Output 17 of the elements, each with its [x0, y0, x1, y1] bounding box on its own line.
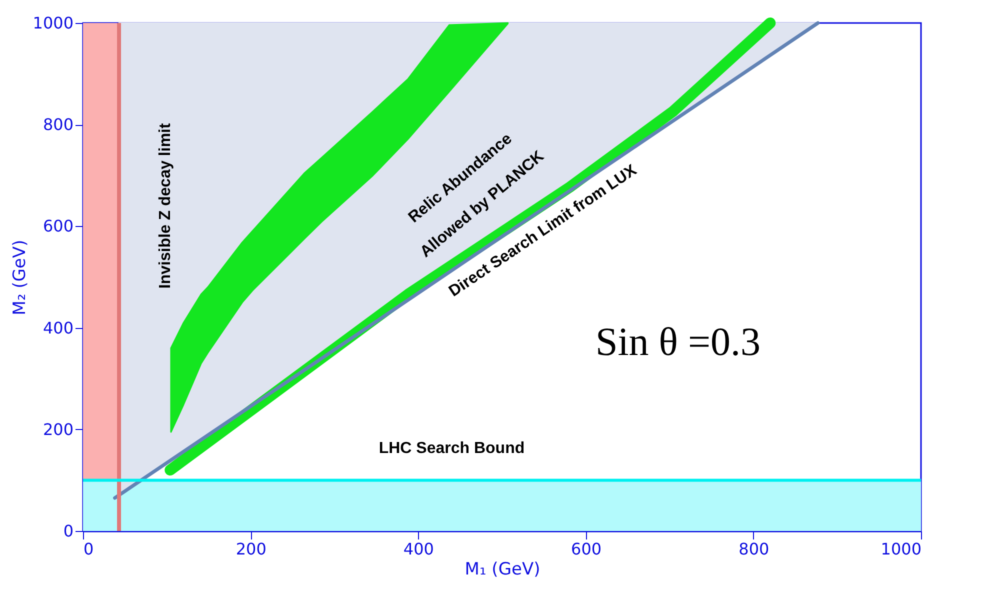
y-tick-label: 600 [42, 216, 74, 236]
x-tick-label: 600 [571, 540, 602, 558]
x-tick-label: 200 [236, 540, 266, 558]
y-tick-label: 800 [42, 115, 74, 134]
x-tick-label: 400 [403, 540, 434, 558]
y-tick-label: 400 [42, 318, 74, 338]
x-tick-label: 800 [738, 540, 770, 558]
y-axis-title: M₂ (GeV) [10, 240, 30, 316]
x-axis-title: M₁ (GeV) [464, 560, 540, 580]
x-tick-label: 1000 [880, 540, 922, 558]
annotation: Sin θ =0.3 [595, 319, 761, 364]
y-tick-label: 200 [42, 420, 74, 439]
x-tick-label: 0 [84, 540, 94, 558]
ref-line-label: Invisible Z decay limit [157, 122, 174, 289]
y-tick-label: 0 [63, 522, 74, 540]
ref-line-label: LHC Search Bound [378, 440, 525, 458]
y-tick-label: 1000 [32, 14, 74, 32]
